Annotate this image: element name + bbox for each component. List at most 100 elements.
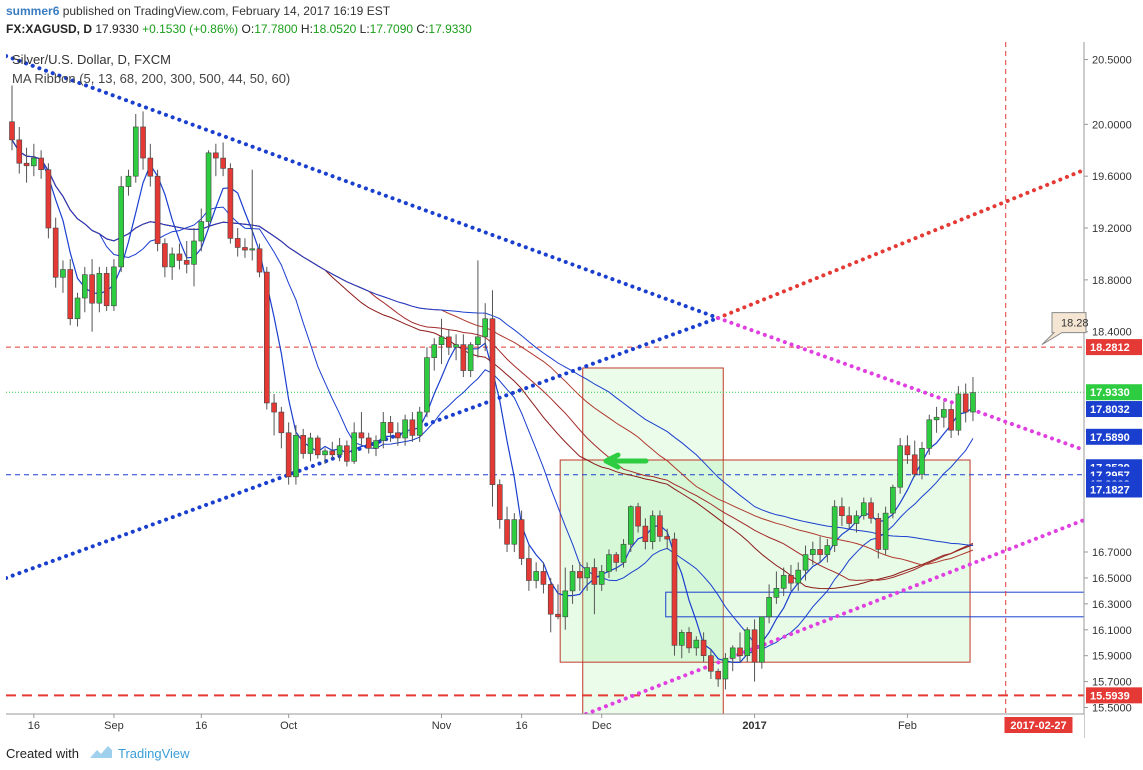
open-label: O:	[241, 22, 255, 36]
candle	[518, 510, 525, 565]
candle	[293, 425, 299, 485]
candle-body	[45, 169, 52, 229]
candle-body	[395, 432, 401, 439]
candle	[642, 518, 649, 550]
candle	[176, 243, 183, 270]
candle-body	[132, 126, 139, 177]
candle-body	[140, 126, 146, 159]
candle	[671, 532, 678, 656]
low-label: L:	[359, 22, 370, 36]
candle-body	[846, 515, 853, 524]
candle-body	[664, 536, 671, 540]
candle	[708, 649, 714, 680]
candle-body	[555, 613, 561, 618]
x-tick-label: 16	[28, 720, 40, 732]
candle	[213, 143, 219, 177]
candle-body	[242, 247, 248, 251]
candle	[569, 564, 576, 604]
candle-body	[678, 632, 685, 646]
candle-body	[438, 336, 445, 345]
candle-body	[584, 567, 590, 579]
candle	[948, 404, 954, 438]
candle	[125, 169, 132, 196]
legend-symbol: Silver/U.S. Dollar, D, FXCM	[12, 52, 171, 67]
callout-label: 18.28	[1061, 318, 1089, 330]
trend-line-red	[716, 168, 1086, 320]
candle-body	[897, 445, 903, 488]
candle	[584, 562, 590, 591]
author-link[interactable]: summer6	[6, 4, 60, 18]
candle	[9, 85, 15, 151]
candle	[475, 260, 481, 358]
candle	[191, 228, 197, 287]
candle	[577, 562, 583, 591]
candle-body	[948, 409, 954, 431]
candle	[358, 412, 365, 446]
candle-body	[547, 584, 554, 615]
candle	[329, 441, 336, 459]
trend-line-blue-up	[4, 316, 720, 580]
candle-body	[642, 525, 649, 542]
candle-body	[402, 419, 408, 439]
candle	[759, 616, 765, 669]
candle-body	[365, 437, 372, 449]
candle-body	[31, 157, 37, 167]
price-chart[interactable]: 20.5000 20.0000 19.6000 19.2000 18.8000 18.40…	[4, 42, 1143, 738]
candle-body	[387, 422, 394, 434]
candle-body	[693, 639, 700, 649]
candle	[82, 266, 88, 313]
candle-body	[351, 432, 357, 462]
price-tag-label: 17.8032	[1090, 404, 1130, 416]
candle-body	[562, 590, 569, 618]
change-value: +0.1530 (+0.86%)	[142, 22, 239, 36]
candle-body	[307, 437, 314, 454]
candle	[657, 510, 663, 542]
price-tag-background	[1086, 687, 1142, 704]
date-tag-background	[1004, 717, 1073, 733]
candle	[132, 113, 139, 183]
candle	[533, 562, 539, 589]
price-tag-label: 15.5939	[1090, 690, 1130, 702]
chart-area[interactable]: 20.5000 20.0000 19.6000 19.2000 18.8000 18.40…	[4, 42, 1143, 738]
candle-body	[213, 152, 219, 159]
tradingview-logo-icon	[90, 746, 112, 758]
legend-ma-ribbon: MA Ribbon (5, 13, 68, 200, 300, 500, 44,…	[12, 71, 290, 86]
candle-body	[824, 545, 831, 555]
callout-bubble	[1041, 312, 1087, 346]
candle	[416, 406, 423, 442]
candle	[234, 228, 241, 257]
candle	[737, 632, 743, 663]
zone-rectangle	[559, 459, 971, 663]
candle-body	[962, 393, 969, 413]
trend-line-magenta-down	[716, 316, 1086, 452]
candle	[402, 414, 408, 446]
x-tick-label: Sep	[104, 720, 124, 732]
candle-body	[23, 162, 30, 167]
candle	[147, 143, 154, 187]
candle	[955, 386, 962, 436]
candle	[365, 432, 372, 454]
candle	[686, 627, 692, 654]
tradingview-link[interactable]: TradingView	[118, 746, 190, 761]
candle-body	[744, 629, 751, 656]
candle-body	[300, 435, 307, 454]
candle-body	[205, 152, 212, 222]
candle	[52, 217, 59, 288]
trend-line-magenta-up	[584, 518, 1086, 716]
close-value: 17.9330	[428, 22, 472, 36]
candle-body	[831, 506, 838, 546]
x-tick-label: Feb	[898, 720, 917, 732]
candle	[220, 142, 226, 177]
y-tick-label: 18.4000	[1092, 327, 1132, 339]
y-tick-label: 18.8000	[1092, 275, 1132, 287]
candle-body	[344, 445, 350, 462]
candle	[729, 645, 736, 672]
candle-body	[533, 571, 539, 581]
candle-body	[788, 575, 794, 584]
candle	[271, 393, 277, 436]
candle	[540, 562, 547, 594]
candle	[162, 238, 168, 278]
candle-body	[9, 121, 15, 141]
candle-body	[722, 657, 729, 680]
candle-body	[16, 139, 23, 164]
